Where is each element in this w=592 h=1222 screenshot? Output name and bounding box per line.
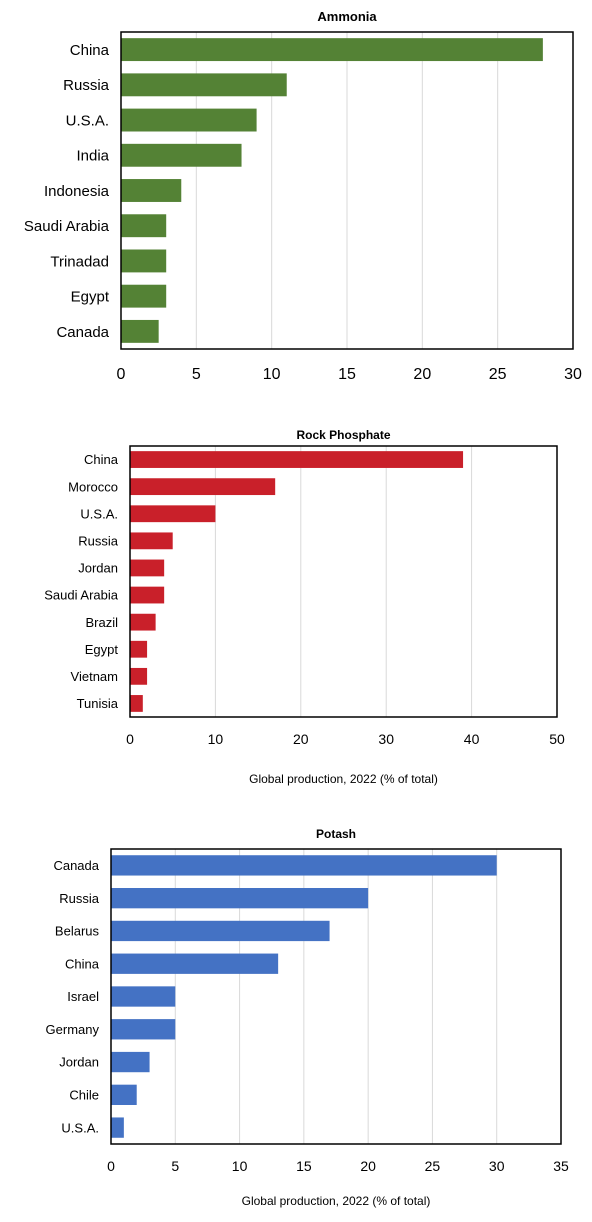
potash-chart: Potash Canada Russia Belarus China Israel Germ…: [46, 827, 569, 1208]
phosphate-bar-jordan: [130, 559, 165, 577]
phosphate-category-label: Brazil: [85, 615, 118, 630]
ammonia-bar-china: [121, 38, 543, 62]
potash-bar-china: [111, 953, 279, 974]
phosphate-tick-label: 10: [208, 731, 224, 747]
ammonia-tick-label: 10: [263, 366, 281, 383]
phosphate-tick-label: 20: [293, 731, 309, 747]
ammonia-bar-saudi-arabia: [121, 214, 167, 238]
phosphate-chart: Rock Phosphate China Morocco U.S.A. Russia Jo…: [44, 428, 565, 786]
potash-bar-canada: [111, 855, 497, 876]
potash-title: Potash: [316, 827, 356, 841]
ammonia-tick-label: 15: [338, 366, 356, 383]
ammonia-category-label: Indonesia: [44, 183, 110, 200]
ammonia-category-label: India: [76, 148, 109, 165]
potash-bar-russia: [111, 888, 369, 909]
potash-category-label: Germany: [46, 1022, 100, 1037]
potash-tick-label: 10: [232, 1158, 248, 1174]
potash-category-label: Russia: [59, 891, 100, 906]
phosphate-category-label: Morocco: [68, 479, 118, 494]
ammonia-category-label: Russia: [63, 77, 110, 94]
potash-bar-chile: [111, 1084, 137, 1105]
phosphate-category-label: Russia: [78, 534, 119, 549]
potash-bar-belarus: [111, 920, 330, 942]
phosphate-category-label: Jordan: [78, 561, 118, 576]
ammonia-bar-egypt: [121, 284, 167, 308]
phosphate-bar-vietnam: [130, 667, 148, 685]
ammonia-tick-label: 5: [192, 366, 201, 383]
phosphate-category-label: China: [84, 452, 119, 467]
phosphate-category-label: Vietnam: [71, 669, 118, 684]
potash-tick-label: 30: [489, 1158, 505, 1174]
potash-x-axis-label: Global production, 2022 (% of total): [242, 1194, 431, 1208]
phosphate-bar-saudi-arabia: [130, 586, 165, 604]
ammonia-tick-label: 20: [413, 366, 431, 383]
potash-tick-label: 15: [296, 1158, 312, 1174]
phosphate-x-axis-label: Global production, 2022 (% of total): [249, 772, 438, 786]
potash-tick-label: 25: [425, 1158, 441, 1174]
potash-category-label: Belarus: [55, 924, 100, 939]
ammonia-category-label: Saudi Arabia: [24, 218, 110, 235]
potash-category-label: Israel: [67, 989, 99, 1004]
potash-tick-label: 35: [553, 1158, 569, 1174]
phosphate-bar-brazil: [130, 613, 156, 631]
phosphate-category-label: Tunisia: [77, 696, 119, 711]
potash-bar-israel: [111, 986, 176, 1007]
ammonia-category-label: Egypt: [71, 289, 110, 306]
ammonia-tick-label: 30: [564, 366, 582, 383]
ammonia-bar-canada: [121, 319, 159, 343]
phosphate-category-label: Saudi Arabia: [44, 588, 118, 603]
potash-bar-germany: [111, 1019, 176, 1040]
phosphate-bar-china: [130, 451, 464, 468]
phosphate-tick-label: 0: [126, 731, 134, 747]
ammonia-bar-u-s-a: [121, 108, 257, 132]
phosphate-tick-label: 30: [378, 731, 394, 747]
ammonia-chart: Ammonia China Russia U.S.A. India Indonesia Sa…: [24, 9, 582, 383]
potash-category-label: Jordan: [59, 1055, 99, 1070]
ammonia-title: Ammonia: [317, 9, 377, 24]
phosphate-bar-u-s-a: [130, 505, 216, 523]
phosphate-tick-label: 50: [549, 731, 565, 747]
ammonia-category-label: U.S.A.: [66, 112, 109, 129]
ammonia-bar-russia: [121, 73, 287, 97]
phosphate-bar-russia: [130, 532, 173, 550]
ammonia-category-label: Canada: [56, 324, 109, 341]
phosphate-category-label: Egypt: [85, 642, 119, 657]
ammonia-tick-label: 25: [489, 366, 507, 383]
potash-category-label: China: [65, 956, 100, 971]
potash-category-label: Canada: [53, 858, 99, 873]
ammonia-category-label: Trinadad: [50, 253, 109, 270]
phosphate-bar-tunisia: [130, 695, 143, 712]
phosphate-plot-frame: [129, 445, 558, 718]
potash-category-label: Chile: [69, 1088, 99, 1103]
ammonia-category-label: China: [70, 42, 110, 59]
potash-tick-label: 5: [171, 1158, 179, 1174]
phosphate-bar-morocco: [130, 478, 276, 496]
potash-plot-frame: [110, 848, 562, 1145]
potash-category-label: U.S.A.: [61, 1120, 99, 1135]
potash-tick-label: 0: [107, 1158, 115, 1174]
ammonia-bar-trinadad: [121, 249, 167, 273]
potash-bar-jordan: [111, 1051, 150, 1073]
potash-bar-u-s-a: [111, 1117, 124, 1138]
ammonia-plot-frame: [120, 31, 574, 350]
phosphate-title: Rock Phosphate: [296, 428, 390, 442]
ammonia-bar-indonesia: [121, 179, 182, 202]
potash-tick-label: 20: [360, 1158, 376, 1174]
ammonia-tick-label: 0: [117, 366, 126, 383]
phosphate-bar-egypt: [130, 640, 148, 658]
ammonia-bar-india: [121, 143, 242, 167]
phosphate-category-label: U.S.A.: [80, 506, 118, 521]
phosphate-tick-label: 40: [464, 731, 480, 747]
